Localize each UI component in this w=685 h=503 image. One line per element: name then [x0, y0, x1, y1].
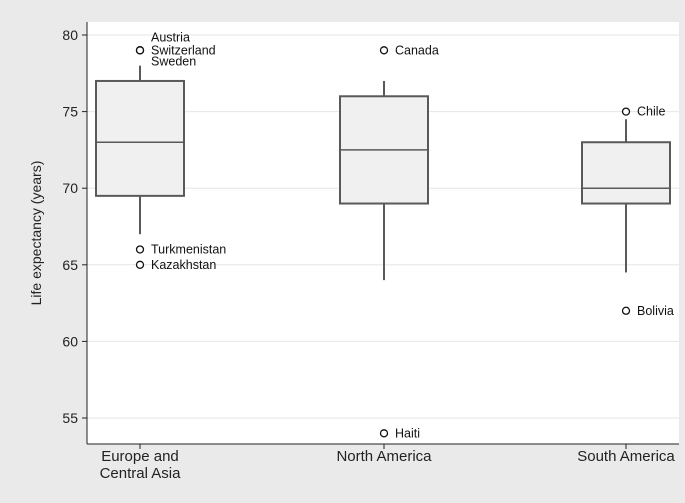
y-tick-label-55: 55 [62, 410, 78, 426]
outlier-point [135, 245, 145, 254]
outlier-point [621, 107, 631, 116]
y-tick-label-65: 65 [62, 257, 78, 273]
y-tick-label-70: 70 [62, 180, 78, 196]
box-group-1: Canada Haiti [339, 43, 439, 440]
y-tick-label-60: 60 [62, 333, 78, 349]
x-category-label: Central Asia [100, 465, 182, 482]
box [95, 79, 185, 197]
outlier-label: Turkmenistan [151, 242, 226, 256]
outlier-label: Chile [637, 105, 666, 119]
x-category-label: North America [336, 448, 432, 465]
box-group-2: Chile Bolivia [581, 105, 674, 318]
outlier-point [135, 46, 145, 55]
outlier-label: Bolivia [637, 304, 674, 318]
y-axis-title: Life expectancy (years) [28, 161, 44, 306]
outlier-label: Haiti [395, 426, 420, 440]
outlier-point [379, 46, 389, 55]
y-tick-label-75: 75 [62, 104, 78, 120]
y-tick-label-80: 80 [62, 27, 78, 43]
outlier-label: Canada [395, 43, 439, 57]
x-category-label: South America [577, 448, 675, 465]
outlier-label: Switzerland [151, 43, 216, 57]
outlier-point [135, 260, 145, 269]
outlier-point [379, 429, 389, 438]
outlier-label: Sweden [151, 54, 196, 68]
box [581, 141, 671, 205]
outlier-label: Austria [151, 30, 190, 44]
outlier-point [621, 306, 631, 315]
x-category-label: Europe and [101, 448, 179, 465]
outlier-label: Kazakhstan [151, 258, 216, 272]
y-axis: 55 60 65 70 75 80 [62, 22, 679, 449]
